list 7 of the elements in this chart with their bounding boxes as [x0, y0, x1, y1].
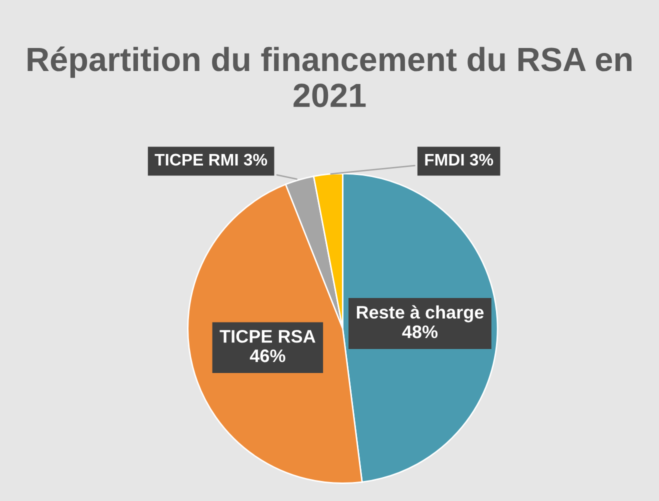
chart-title: Répartition du financement du RSA en 2021 — [28, 46, 632, 108]
slice-label: TICPE RSA — [220, 330, 316, 343]
slice-label: FMDI 3% — [425, 154, 494, 166]
data-label: 46% — [250, 349, 286, 362]
data-label: 48% — [402, 325, 438, 338]
slice-label: Reste à charge — [356, 305, 484, 322]
slice-label: TICPE RMI 3% — [154, 154, 268, 166]
